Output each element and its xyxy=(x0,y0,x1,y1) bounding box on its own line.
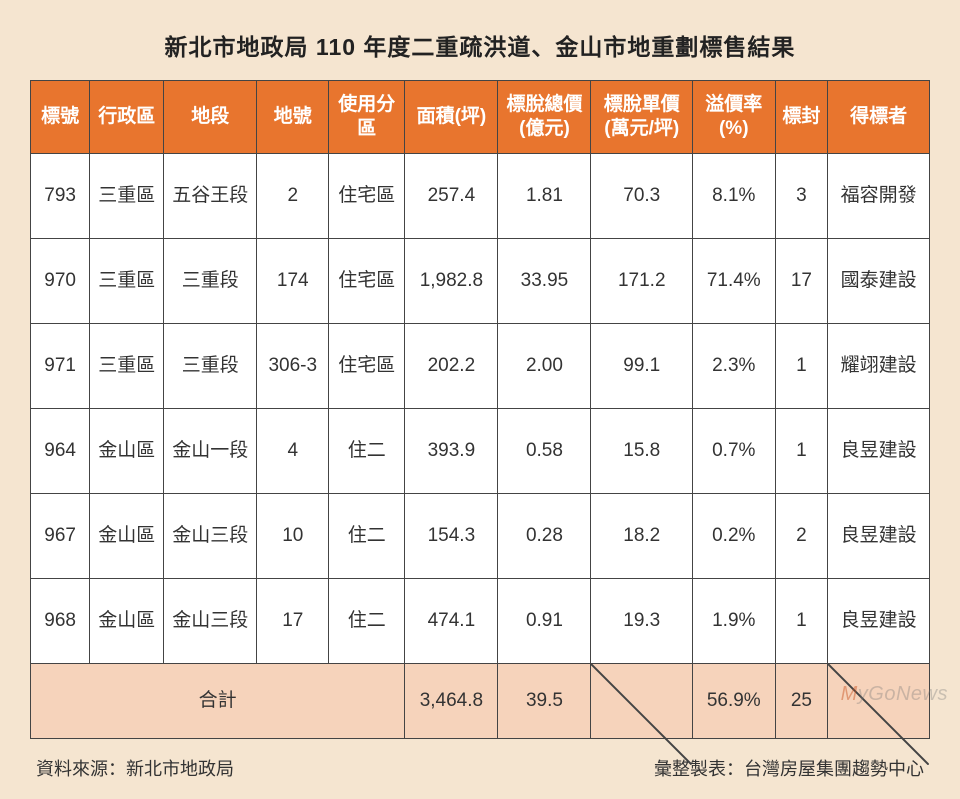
cell-lot_no: 306-3 xyxy=(257,324,329,409)
footer-source: 資料來源：新北市地政局 xyxy=(36,755,234,781)
col-total: 標脫總價(億元) xyxy=(498,81,591,154)
cell-total_price: 33.95 xyxy=(498,239,591,324)
cell-total_price: 0.58 xyxy=(498,409,591,494)
col-winner: 得標者 xyxy=(828,81,930,154)
table-row: 971三重區三重段306-3住宅區202.22.0099.12.3%1耀翊建設 xyxy=(31,324,930,409)
total-bids: 25 xyxy=(775,664,828,739)
header-row: 標號 行政區 地段 地號 使用分區 面積(坪) 標脫總價(億元) 標脫單價(萬元… xyxy=(31,81,930,154)
cell-premium: 2.3% xyxy=(693,324,775,409)
cell-total_price: 0.28 xyxy=(498,494,591,579)
total-area: 3,464.8 xyxy=(405,664,498,739)
cell-bid_no: 971 xyxy=(31,324,90,409)
cell-zone: 住二 xyxy=(329,409,405,494)
auction-table: 標號 行政區 地段 地號 使用分區 面積(坪) 標脫總價(億元) 標脫單價(萬元… xyxy=(30,80,930,739)
cell-bids: 17 xyxy=(775,239,828,324)
cell-lot_no: 4 xyxy=(257,409,329,494)
cell-section: 金山三段 xyxy=(164,579,257,664)
total-premium: 56.9% xyxy=(693,664,775,739)
cell-area: 257.4 xyxy=(405,154,498,239)
cell-bids: 1 xyxy=(775,409,828,494)
cell-section: 五谷王段 xyxy=(164,154,257,239)
cell-premium: 71.4% xyxy=(693,239,775,324)
cell-bids: 1 xyxy=(775,579,828,664)
cell-area: 154.3 xyxy=(405,494,498,579)
cell-section: 金山三段 xyxy=(164,494,257,579)
cell-zone: 住宅區 xyxy=(329,154,405,239)
cell-section: 三重段 xyxy=(164,239,257,324)
col-zone: 使用分區 xyxy=(329,81,405,154)
cell-winner: 良昱建設 xyxy=(828,579,930,664)
col-bids: 標封 xyxy=(775,81,828,154)
total-row: 合計3,464.839.5 56.9%25 xyxy=(31,664,930,739)
cell-winner: 國泰建設 xyxy=(828,239,930,324)
cell-lot_no: 10 xyxy=(257,494,329,579)
cell-district: 三重區 xyxy=(90,154,164,239)
cell-premium: 8.1% xyxy=(693,154,775,239)
cell-bids: 2 xyxy=(775,494,828,579)
cell-bid_no: 967 xyxy=(31,494,90,579)
cell-unit_price: 19.3 xyxy=(591,579,693,664)
cell-area: 474.1 xyxy=(405,579,498,664)
cell-winner: 良昱建設 xyxy=(828,494,930,579)
cell-area: 1,982.8 xyxy=(405,239,498,324)
cell-premium: 0.2% xyxy=(693,494,775,579)
cell-bid_no: 968 xyxy=(31,579,90,664)
footer-compiled: 彙整製表：台灣房屋集團趨勢中心 xyxy=(654,755,924,781)
cell-total_price: 1.81 xyxy=(498,154,591,239)
cell-section: 三重段 xyxy=(164,324,257,409)
col-premium: 溢價率(%) xyxy=(693,81,775,154)
cell-lot_no: 17 xyxy=(257,579,329,664)
cell-district: 金山區 xyxy=(90,494,164,579)
cell-lot_no: 174 xyxy=(257,239,329,324)
cell-zone: 住二 xyxy=(329,494,405,579)
total-label: 合計 xyxy=(31,664,405,739)
cell-district: 三重區 xyxy=(90,324,164,409)
cell-unit_price: 70.3 xyxy=(591,154,693,239)
total-price: 39.5 xyxy=(498,664,591,739)
table-row: 793三重區五谷王段2住宅區257.41.8170.38.1%3福容開發 xyxy=(31,154,930,239)
col-section: 地段 xyxy=(164,81,257,154)
cell-zone: 住宅區 xyxy=(329,239,405,324)
table-row: 968金山區金山三段17住二474.10.9119.31.9%1良昱建設 xyxy=(31,579,930,664)
table-row: 967金山區金山三段10住二154.30.2818.20.2%2良昱建設 xyxy=(31,494,930,579)
page-title: 新北市地政局 110 年度二重疏洪道、金山市地重劃標售結果 xyxy=(30,28,930,62)
col-lot-no: 地號 xyxy=(257,81,329,154)
cell-total_price: 2.00 xyxy=(498,324,591,409)
cell-unit_price: 18.2 xyxy=(591,494,693,579)
cell-bid_no: 964 xyxy=(31,409,90,494)
cell-zone: 住宅區 xyxy=(329,324,405,409)
cell-bid_no: 970 xyxy=(31,239,90,324)
total-winner-blank xyxy=(828,664,930,739)
table-row: 970三重區三重段174住宅區1,982.833.95171.271.4%17國… xyxy=(31,239,930,324)
cell-unit_price: 171.2 xyxy=(591,239,693,324)
cell-total_price: 0.91 xyxy=(498,579,591,664)
table-row: 964金山區金山一段4住二393.90.5815.80.7%1良昱建設 xyxy=(31,409,930,494)
cell-district: 金山區 xyxy=(90,409,164,494)
footer: 資料來源：新北市地政局 彙整製表：台灣房屋集團趨勢中心 xyxy=(30,755,930,781)
col-bid-no: 標號 xyxy=(31,81,90,154)
cell-winner: 福容開發 xyxy=(828,154,930,239)
col-unit: 標脫單價(萬元/坪) xyxy=(591,81,693,154)
cell-premium: 0.7% xyxy=(693,409,775,494)
cell-winner: 耀翊建設 xyxy=(828,324,930,409)
col-area: 面積(坪) xyxy=(405,81,498,154)
cell-lot_no: 2 xyxy=(257,154,329,239)
cell-winner: 良昱建設 xyxy=(828,409,930,494)
cell-premium: 1.9% xyxy=(693,579,775,664)
cell-area: 393.9 xyxy=(405,409,498,494)
cell-area: 202.2 xyxy=(405,324,498,409)
cell-unit_price: 15.8 xyxy=(591,409,693,494)
total-unit-blank xyxy=(591,664,693,739)
cell-bids: 1 xyxy=(775,324,828,409)
cell-unit_price: 99.1 xyxy=(591,324,693,409)
cell-zone: 住二 xyxy=(329,579,405,664)
cell-bids: 3 xyxy=(775,154,828,239)
cell-bid_no: 793 xyxy=(31,154,90,239)
cell-section: 金山一段 xyxy=(164,409,257,494)
cell-district: 金山區 xyxy=(90,579,164,664)
cell-district: 三重區 xyxy=(90,239,164,324)
col-district: 行政區 xyxy=(90,81,164,154)
